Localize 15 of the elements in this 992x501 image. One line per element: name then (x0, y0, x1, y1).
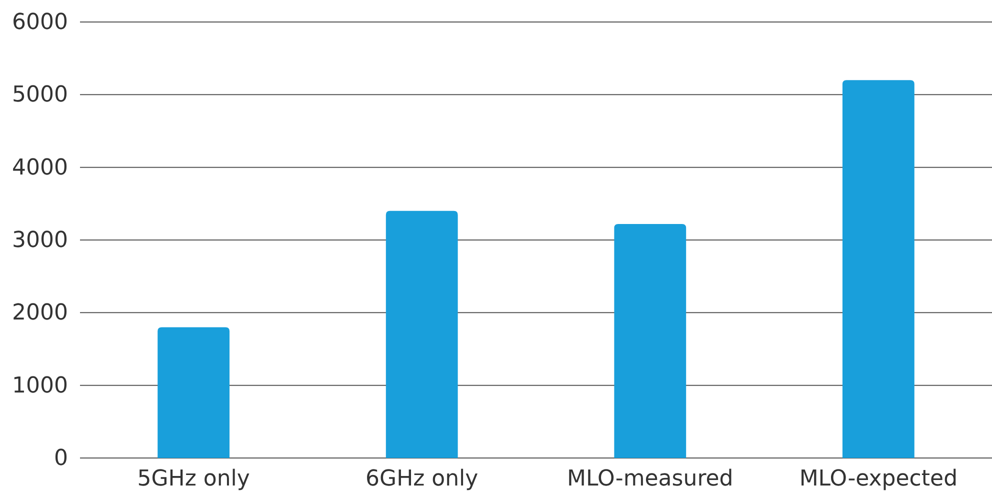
y-tick-label: 6000 (12, 10, 68, 36)
y-tick-label: 5000 (12, 82, 68, 108)
y-tick-label: 0 (54, 446, 68, 472)
y-tick-label: 4000 (12, 155, 68, 180)
y-tick-label: 3000 (12, 228, 68, 254)
bar (842, 80, 914, 458)
x-tick-label: 5GHz only (137, 466, 250, 492)
y-tick-label: 2000 (12, 300, 68, 326)
x-tick-label: 6GHz only (366, 466, 478, 492)
bar (614, 224, 686, 458)
x-tick-label: MLO-measured (567, 466, 734, 492)
x-tick-label: MLO-expected (799, 466, 958, 492)
bar (386, 210, 458, 458)
y-tick-label: 1000 (12, 373, 68, 398)
bar (158, 327, 230, 458)
